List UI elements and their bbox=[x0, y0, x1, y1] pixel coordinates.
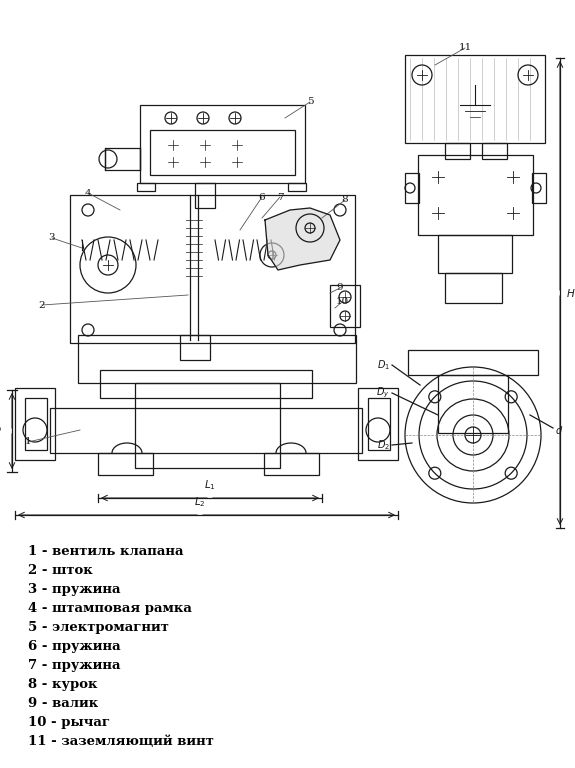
Text: 7 - пружина: 7 - пружина bbox=[28, 659, 121, 672]
Text: 3 - пружина: 3 - пружина bbox=[28, 583, 121, 596]
Text: 8: 8 bbox=[342, 196, 348, 204]
Text: $L_2$: $L_2$ bbox=[194, 495, 206, 509]
Text: 4: 4 bbox=[85, 188, 91, 197]
Bar bbox=[98, 453, 153, 475]
Text: 2 - шток: 2 - шток bbox=[28, 564, 93, 577]
Text: 1: 1 bbox=[25, 438, 31, 446]
Text: 9 - валик: 9 - валик bbox=[28, 697, 98, 710]
Bar bbox=[330, 285, 360, 327]
Text: 6 - пружина: 6 - пружина bbox=[28, 640, 121, 653]
Bar bbox=[405, 55, 545, 143]
Bar bbox=[135, 383, 280, 468]
Bar bbox=[70, 195, 355, 343]
Text: 9: 9 bbox=[337, 283, 343, 293]
Bar bbox=[50, 408, 362, 453]
Bar bbox=[150, 130, 295, 175]
Bar bbox=[15, 388, 55, 460]
Bar bbox=[368, 398, 390, 450]
Bar bbox=[438, 375, 508, 433]
Bar bbox=[140, 105, 305, 183]
Text: 5: 5 bbox=[306, 98, 313, 107]
Polygon shape bbox=[265, 208, 340, 270]
Text: 10 - рычаг: 10 - рычаг bbox=[28, 716, 110, 729]
Bar bbox=[408, 350, 538, 375]
Text: $H$: $H$ bbox=[566, 287, 575, 299]
Bar bbox=[445, 143, 470, 159]
Text: $D_2$: $D_2$ bbox=[377, 438, 390, 452]
Text: $d$: $d$ bbox=[555, 424, 564, 436]
Text: $D_5$: $D_5$ bbox=[0, 424, 5, 438]
Text: 8 - курок: 8 - курок bbox=[28, 678, 98, 691]
Text: 11 - заземляющий винт: 11 - заземляющий винт bbox=[28, 735, 214, 748]
Bar bbox=[358, 388, 398, 460]
Text: 6: 6 bbox=[259, 193, 265, 201]
Bar bbox=[418, 155, 533, 235]
Bar bbox=[438, 235, 512, 273]
Bar bbox=[264, 453, 319, 475]
Bar bbox=[105, 148, 140, 170]
Bar bbox=[137, 183, 155, 191]
Bar bbox=[445, 273, 502, 303]
Bar bbox=[288, 183, 306, 191]
Bar bbox=[180, 335, 210, 360]
Text: 4 - штамповая рамка: 4 - штамповая рамка bbox=[28, 602, 192, 615]
Text: 10: 10 bbox=[335, 297, 348, 306]
Bar bbox=[532, 173, 546, 203]
Bar bbox=[195, 183, 215, 208]
Text: 2: 2 bbox=[39, 300, 45, 310]
Bar bbox=[78, 335, 356, 383]
Bar bbox=[482, 143, 507, 159]
Text: 3: 3 bbox=[49, 233, 55, 243]
Bar bbox=[25, 398, 47, 450]
Text: $L_1$: $L_1$ bbox=[204, 478, 216, 492]
Bar bbox=[405, 173, 419, 203]
Text: 1 - вентиль клапана: 1 - вентиль клапана bbox=[28, 545, 183, 558]
Text: 5 - электромагнит: 5 - электромагнит bbox=[28, 621, 169, 634]
Bar bbox=[100, 370, 312, 398]
Text: $D_y$: $D_y$ bbox=[377, 386, 390, 400]
Text: 11: 11 bbox=[458, 44, 472, 52]
Text: 7: 7 bbox=[277, 193, 283, 201]
Text: $D_1$: $D_1$ bbox=[377, 358, 390, 372]
